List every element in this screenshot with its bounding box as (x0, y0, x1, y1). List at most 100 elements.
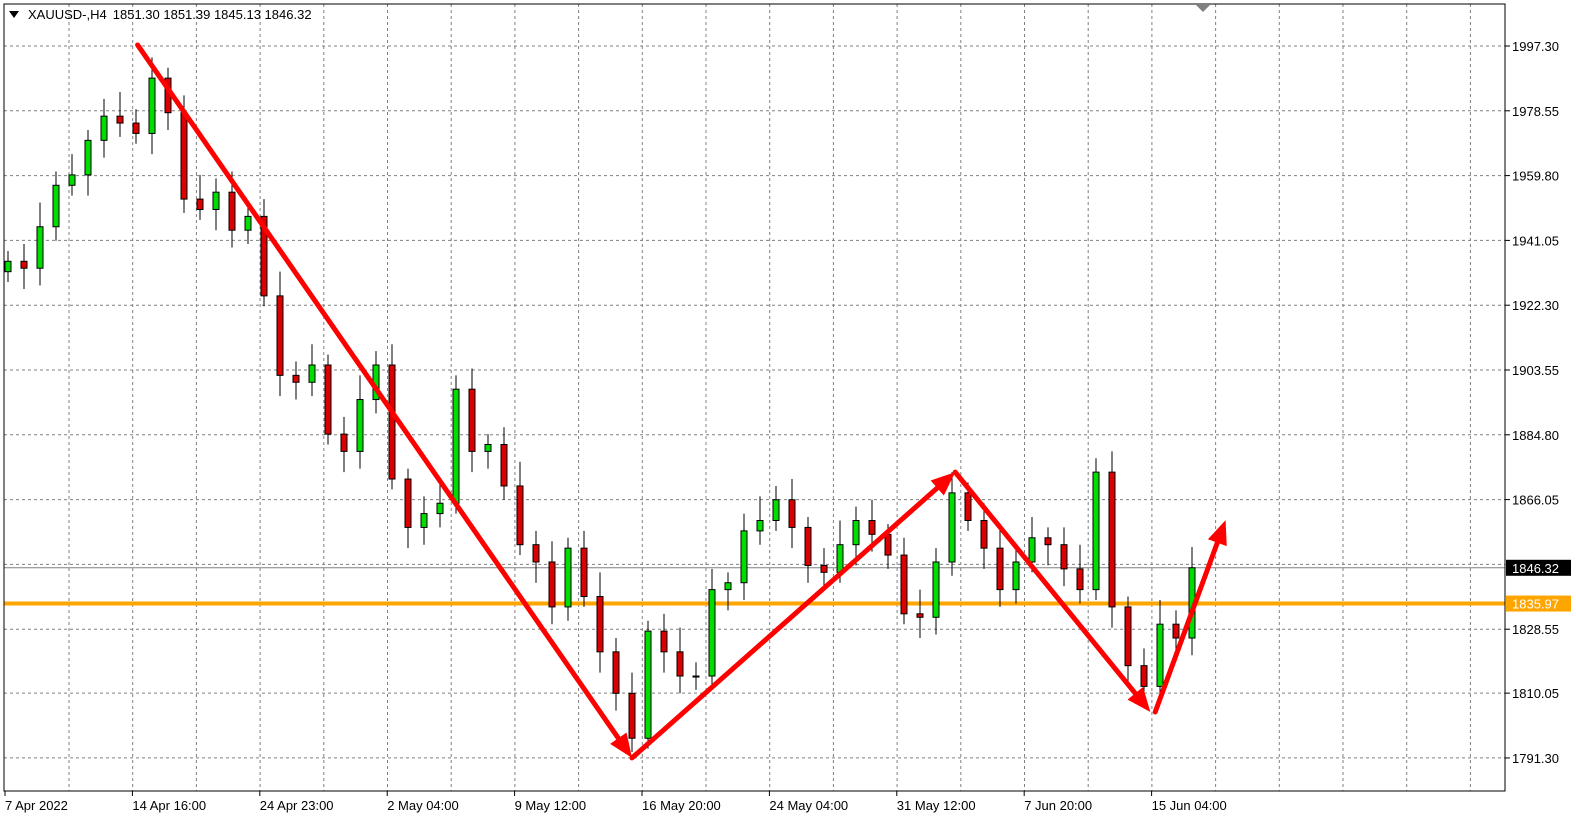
trend-arrow-line[interactable] (629, 485, 940, 761)
time-tick-label: 7 Apr 2022 (5, 798, 68, 813)
candle-bear (1076, 568, 1084, 591)
candle-bear (116, 115, 124, 124)
candle-bull (356, 399, 364, 452)
candle-bear (228, 191, 236, 231)
candle-bear (260, 215, 268, 297)
candle-bull (1092, 471, 1100, 591)
candle-bear (660, 630, 668, 653)
candle-bull (84, 139, 92, 176)
candle-bear (900, 554, 908, 615)
time-tick-label: 15 Jun 04:00 (1152, 798, 1227, 813)
price-axis[interactable]: 1997.30 1978.55 1959.80 1941.05 1922.30 1903.… (1505, 39, 1571, 766)
candle-bear (820, 564, 828, 573)
trend-arrows[interactable] (135, 42, 1227, 761)
candle-bear (1044, 537, 1052, 546)
candle-bull (836, 544, 844, 573)
candle-bear (548, 561, 556, 608)
candle-bear (916, 613, 924, 618)
trend-arrow-line[interactable] (952, 469, 1138, 696)
chart-shift-marker-icon[interactable] (1196, 5, 1210, 12)
price-tick-label: 1884.80 (1512, 428, 1559, 443)
candle-bull (436, 502, 444, 515)
trend-arrow-line[interactable] (1152, 540, 1220, 715)
candle-bull (724, 582, 732, 591)
candle-bear (1060, 544, 1068, 570)
candle-bull (772, 499, 780, 522)
candle-bear (1124, 606, 1132, 667)
price-tick-label: 1997.30 (1512, 39, 1559, 54)
horizontal-level-line[interactable] (4, 567, 1505, 606)
candle-bull (148, 77, 156, 134)
candle-bear (628, 692, 636, 739)
candle-bear (788, 499, 796, 528)
level-price-label: 1835.97 (1512, 597, 1559, 612)
price-tick-label: 1828.55 (1512, 622, 1559, 637)
candle-bear (884, 533, 892, 556)
candle-bear (132, 122, 140, 134)
candle-bull (948, 492, 956, 563)
plot-frame (3, 3, 1506, 792)
candle-bull (212, 191, 220, 210)
candle-bull (308, 364, 316, 383)
time-tick-label: 24 May 04:00 (769, 798, 848, 813)
current-price-badge (1506, 559, 1571, 576)
candle-bull (452, 388, 460, 504)
candle-bear (324, 364, 332, 435)
candle-bull (4, 260, 12, 273)
candle-bull (740, 530, 748, 584)
candle-bear (580, 547, 588, 598)
candle-bear (532, 544, 540, 563)
candle-bear (804, 526, 812, 566)
candle-bear (196, 198, 204, 210)
price-tick-label: 1978.55 (1512, 104, 1559, 119)
chart-title: XAUUSD-,H4 1851.30 1851.39 1845.13 1846.… (9, 7, 312, 22)
trend-arrow-line[interactable] (135, 42, 621, 741)
price-tick-label: 1922.30 (1512, 298, 1559, 313)
time-tick-label: 16 May 20:00 (642, 798, 721, 813)
candle-bear (180, 112, 188, 200)
candle-bull (1012, 561, 1020, 591)
price-tick-label: 1959.80 (1512, 169, 1559, 184)
candle-bear (276, 295, 284, 376)
price-tick-label: 1810.05 (1512, 686, 1559, 701)
time-tick-label: 31 May 12:00 (897, 798, 976, 813)
candle-bull (244, 215, 252, 231)
candle-bull (708, 589, 716, 677)
symbol-label: XAUUSD-,H4 (28, 7, 107, 22)
candle-bull (1156, 623, 1164, 687)
candle-bear (516, 485, 524, 546)
candle-bull (852, 520, 860, 546)
time-axis[interactable]: 7 Apr 2022 14 Apr 16:00 24 Apr 23:00 2 May … (4, 791, 1227, 813)
candle-bear (1140, 665, 1148, 687)
price-tick-label: 1866.05 (1512, 493, 1559, 508)
grid (4, 4, 1505, 791)
candle-bear (404, 478, 412, 528)
candle-bear (388, 364, 396, 480)
candle-bull (564, 547, 572, 608)
candle-bear (596, 596, 604, 653)
candle-bear (20, 260, 28, 269)
candle-bull (692, 675, 700, 678)
current-price-label: 1846.32 (1512, 561, 1559, 576)
arrow-head-icon (1207, 520, 1227, 547)
candle-bull (1028, 537, 1036, 563)
price-tick-label: 1903.55 (1512, 363, 1559, 378)
candle-bull (100, 115, 108, 141)
time-tick-label: 24 Apr 23:00 (260, 798, 334, 813)
time-tick-label: 2 May 04:00 (387, 798, 459, 813)
arrow-head-icon (930, 472, 956, 496)
arrow-head-icon (1127, 687, 1151, 712)
candle-bear (500, 443, 508, 487)
ohlc-readout: 1851.30 1851.39 1845.13 1846.32 (112, 7, 312, 22)
candle-bull (756, 520, 764, 532)
collapse-triangle-icon[interactable] (9, 11, 19, 18)
candle-bear (292, 374, 300, 383)
candle-bull (932, 561, 940, 618)
candle-bear (676, 651, 684, 677)
time-tick-label: 7 Jun 20:00 (1024, 798, 1092, 813)
candle-bear (612, 651, 620, 694)
candle-bear (980, 520, 988, 549)
candle-bear (340, 433, 348, 452)
